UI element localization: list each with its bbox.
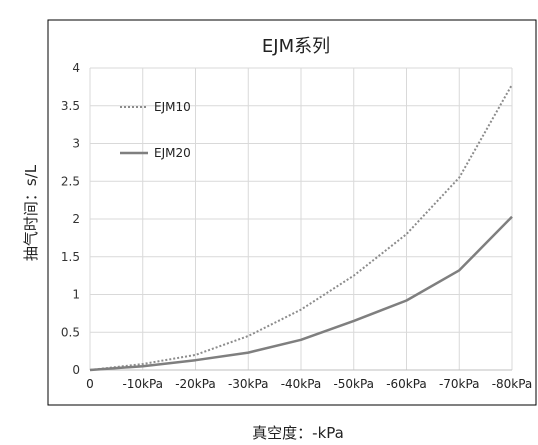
x-tick-label: -80kPa	[492, 377, 533, 391]
y-axis-label: 抽气时间：s/L	[22, 164, 40, 261]
y-tick-label: 1	[72, 288, 80, 302]
y-tick-label: 0.5	[61, 325, 80, 339]
y-tick-label: 1.5	[61, 250, 80, 264]
y-tick-label: 4	[72, 61, 80, 75]
axis-layer: 0 0.5 1 1.5 2 2.5 3 3.5 4 0 -10kPa -20kPa -30kPa -40k…	[61, 61, 532, 391]
x-tick-label: -40kPa	[281, 377, 322, 391]
series-line-ejm10	[89, 84, 513, 371]
x-tick-label: -20kPa	[175, 377, 216, 391]
y-tick-label: 2	[72, 212, 80, 226]
y-tick-label: 3.5	[61, 99, 80, 113]
x-tick-label: -70kPa	[439, 377, 480, 391]
y-tick-label: 2.5	[61, 174, 80, 188]
x-axis-label: 真空度：-kPa	[252, 424, 344, 442]
legend-label-ejm20: EJM20	[154, 146, 191, 160]
legend: EJM10 EJM20	[120, 100, 191, 160]
x-tick-label: -30kPa	[228, 377, 269, 391]
y-tick-label: 3	[72, 137, 80, 151]
legend-label-ejm10: EJM10	[154, 100, 191, 114]
y-tick-label: 0	[72, 363, 80, 377]
x-tick-label: -10kPa	[122, 377, 163, 391]
chart-border	[47, 19, 537, 406]
x-tick-label: -60kPa	[386, 377, 427, 391]
x-tick-label: 0	[86, 377, 94, 391]
series-line-ejm20	[89, 215, 513, 372]
x-tick-label: -50kPa	[333, 377, 374, 391]
chart-title: EJM系列	[262, 36, 330, 57]
series-layer	[89, 84, 513, 372]
